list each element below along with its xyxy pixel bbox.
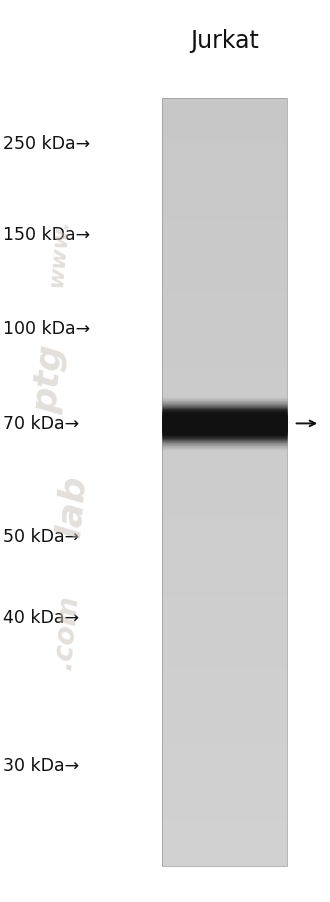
Text: www.: www.: [47, 217, 72, 288]
Text: 40 kDa→: 40 kDa→: [3, 608, 79, 626]
Text: Jurkat: Jurkat: [190, 29, 259, 52]
Text: 70 kDa→: 70 kDa→: [3, 415, 80, 433]
Text: lab: lab: [53, 473, 92, 538]
Text: 30 kDa→: 30 kDa→: [3, 756, 80, 774]
Text: 50 kDa→: 50 kDa→: [3, 528, 80, 546]
Text: 100 kDa→: 100 kDa→: [3, 319, 90, 337]
Text: 250 kDa→: 250 kDa→: [3, 135, 90, 153]
Text: 150 kDa→: 150 kDa→: [3, 226, 90, 244]
Text: ptg: ptg: [30, 343, 69, 415]
Text: .com: .com: [49, 593, 83, 670]
Bar: [162, 99, 287, 866]
